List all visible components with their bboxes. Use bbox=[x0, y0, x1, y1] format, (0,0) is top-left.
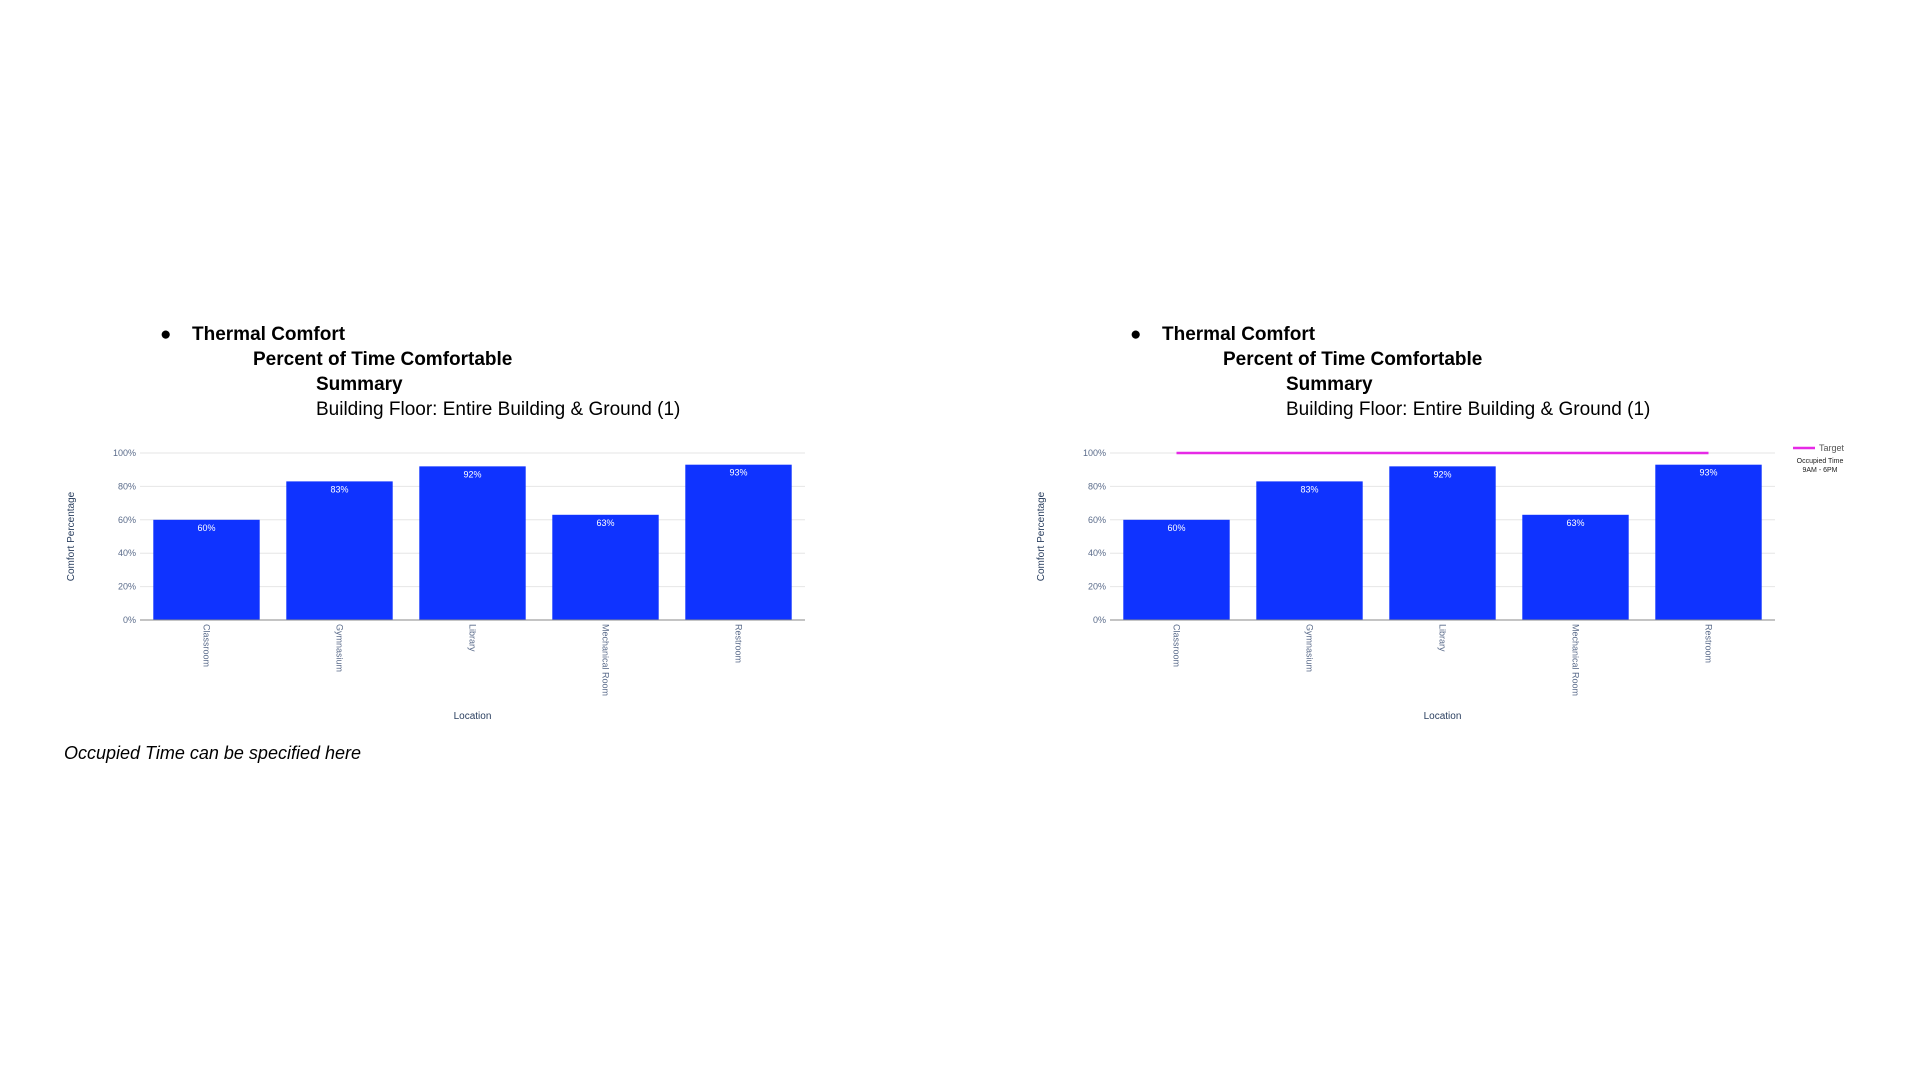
floor-label: Building Floor: Entire Building & Ground… bbox=[1286, 399, 1651, 420]
x-tick-label: Classroom bbox=[202, 624, 212, 667]
x-tick-label: Gymnasium bbox=[1305, 624, 1315, 672]
data-label: 93% bbox=[1699, 468, 1717, 478]
y-tick-label: 0% bbox=[1093, 615, 1106, 625]
y-tick-label: 20% bbox=[1088, 582, 1106, 592]
x-tick-label: Classroom bbox=[1172, 624, 1182, 667]
section-title: Thermal Comfort bbox=[1162, 324, 1316, 345]
chart-panel-right: ● Thermal Comfort Percent of Time Comfort… bbox=[1030, 300, 1845, 740]
x-tick-label: Gymnasium bbox=[335, 624, 345, 672]
view-heading: Summary bbox=[1286, 374, 1373, 395]
x-tick-label: Library bbox=[1438, 624, 1448, 652]
chart-panel-left: ● Thermal Comfort Percent of Time Comfort… bbox=[60, 300, 840, 740]
data-label: 63% bbox=[596, 518, 614, 528]
y-tick-label: 80% bbox=[118, 481, 136, 491]
bar-restroom bbox=[1655, 464, 1762, 620]
section-heading: ● Thermal Comfort bbox=[160, 322, 345, 347]
bullet-icon: ● bbox=[1130, 324, 1142, 345]
y-tick-label: 40% bbox=[1088, 548, 1106, 558]
x-tick-label: Restroom bbox=[734, 624, 744, 663]
x-tick-label: Library bbox=[468, 624, 478, 652]
x-tick-label: Mechanical Room bbox=[601, 624, 611, 696]
legend-target-label: Target bbox=[1819, 443, 1845, 453]
x-tick-label: Restroom bbox=[1704, 624, 1714, 663]
y-axis-title: Comfort Percentage bbox=[1036, 491, 1047, 581]
data-label: 83% bbox=[1300, 484, 1318, 494]
occupied-time-note: Occupied Time can be specified here bbox=[64, 743, 361, 763]
bar-classroom bbox=[153, 519, 260, 620]
data-label: 92% bbox=[463, 469, 481, 479]
y-tick-label: 60% bbox=[118, 515, 136, 525]
y-tick-label: 80% bbox=[1088, 481, 1106, 491]
bar-mechanical-room bbox=[552, 514, 659, 620]
view-heading: Summary bbox=[316, 374, 403, 395]
data-label: 93% bbox=[729, 468, 747, 478]
bar-chart-with-target: 0% 20% 40% 60% 80% 100% 60% Classroom 83% Gymnasi… bbox=[1036, 443, 1845, 722]
y-tick-label: 60% bbox=[1088, 515, 1106, 525]
data-label: 60% bbox=[1167, 523, 1185, 533]
bar-chart: 0% 20% 40% 60% 80% 100% 60% Classroom 83% Gymnasi… bbox=[66, 448, 805, 722]
data-label: 92% bbox=[1433, 469, 1451, 479]
bar-classroom bbox=[1123, 519, 1230, 620]
legend-note-range: 9AM - 6PM bbox=[1802, 467, 1837, 474]
y-tick-label: 0% bbox=[123, 615, 136, 625]
bar-library bbox=[419, 466, 526, 620]
bar-gymnasium bbox=[286, 481, 393, 620]
bar-restroom bbox=[685, 464, 792, 620]
metric-heading: Percent of Time Comfortable bbox=[253, 349, 513, 370]
floor-label: Building Floor: Entire Building & Ground… bbox=[316, 399, 681, 420]
bar-gymnasium bbox=[1256, 481, 1363, 620]
x-tick-label: Mechanical Room bbox=[1571, 624, 1581, 696]
x-axis-title: Location bbox=[1424, 711, 1462, 722]
legend-note-title: Occupied Time bbox=[1797, 458, 1844, 465]
data-label: 63% bbox=[1566, 518, 1584, 528]
metric-heading: Percent of Time Comfortable bbox=[1223, 349, 1483, 370]
x-axis-title: Location bbox=[454, 711, 492, 722]
data-label: 60% bbox=[197, 523, 215, 533]
y-axis-title: Comfort Percentage bbox=[66, 491, 77, 581]
y-tick-label: 100% bbox=[1083, 448, 1106, 458]
bar-library bbox=[1389, 466, 1496, 620]
data-label: 83% bbox=[330, 484, 348, 494]
section-heading: ● Thermal Comfort bbox=[1130, 322, 1315, 347]
section-title: Thermal Comfort bbox=[192, 324, 346, 345]
y-tick-label: 20% bbox=[118, 582, 136, 592]
bar-mechanical-room bbox=[1522, 514, 1629, 620]
y-tick-label: 40% bbox=[118, 548, 136, 558]
bullet-icon: ● bbox=[160, 324, 172, 345]
y-tick-label: 100% bbox=[113, 448, 136, 458]
